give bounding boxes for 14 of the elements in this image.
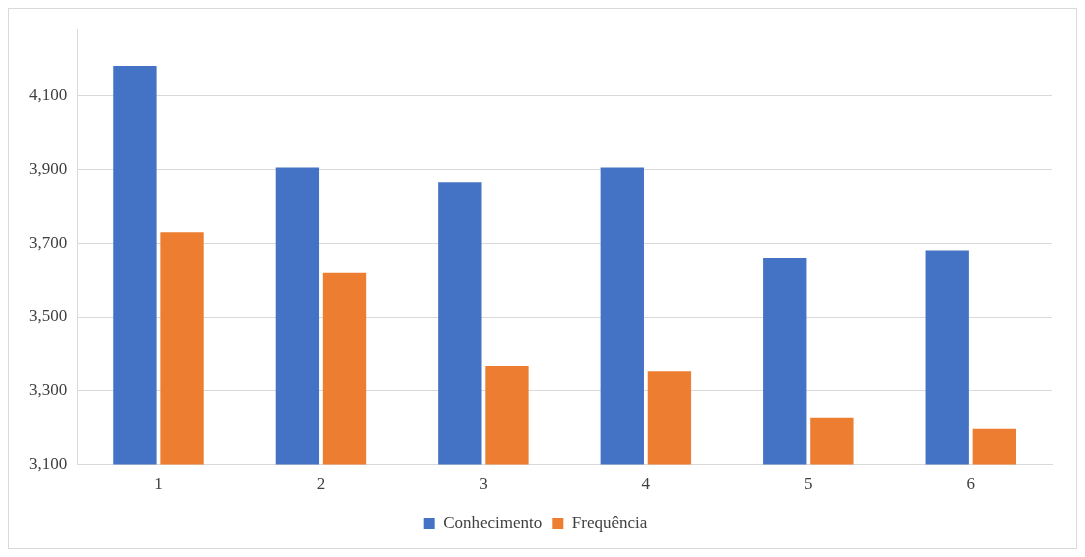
y-tick-label: 4,100 — [29, 85, 68, 105]
y-tick-label: 3,100 — [29, 454, 68, 474]
x-tick-label: 4 — [641, 474, 651, 494]
y-tick-label: 3,900 — [29, 158, 68, 178]
x-tick-label: 6 — [966, 474, 976, 494]
legend-label: Conhecimento — [443, 512, 543, 532]
x-tick-label: 3 — [479, 474, 488, 494]
x-tick-label: 5 — [804, 474, 813, 494]
x-tick-label: 2 — [316, 474, 326, 494]
y-tick-label: 3,700 — [29, 232, 68, 252]
y-tick-label: 3,300 — [29, 380, 68, 400]
x-tick-label: 1 — [154, 474, 163, 494]
y-tick-label: 3,500 — [29, 306, 68, 326]
legend-label: Frequência — [571, 512, 648, 532]
